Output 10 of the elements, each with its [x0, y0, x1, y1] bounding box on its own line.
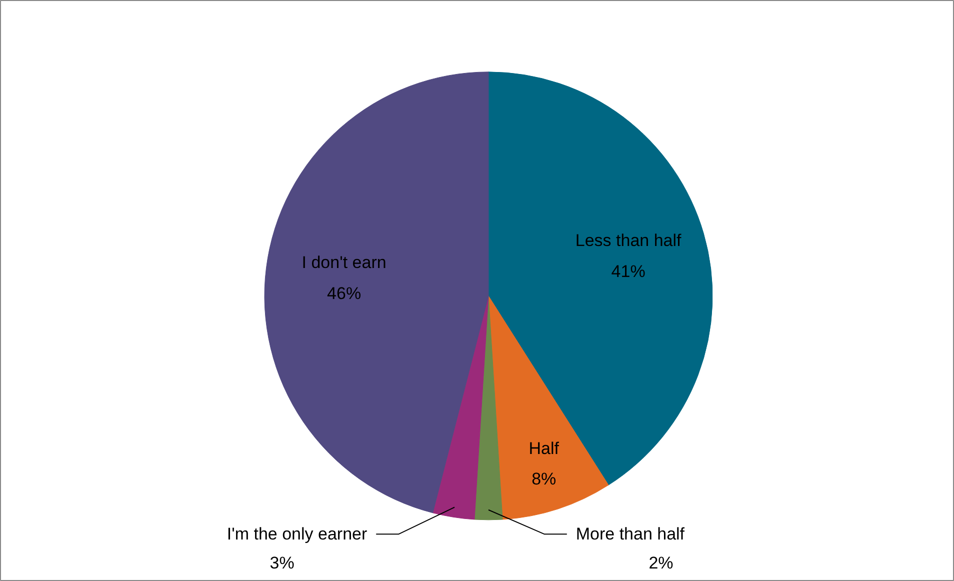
data-label: 8% — [532, 470, 556, 489]
slice-label: Half — [528, 438, 560, 458]
data-label: 2% — [648, 553, 674, 572]
slice-label: I'm the only earner — [226, 524, 368, 544]
slice-label: More than half — [576, 524, 685, 544]
data-label: 46% — [327, 284, 362, 303]
data-label: 41% — [611, 262, 646, 281]
slice-label: I don't earn — [302, 253, 386, 272]
slice-label: Less than half — [575, 230, 682, 250]
data-label: 3% — [270, 553, 294, 572]
